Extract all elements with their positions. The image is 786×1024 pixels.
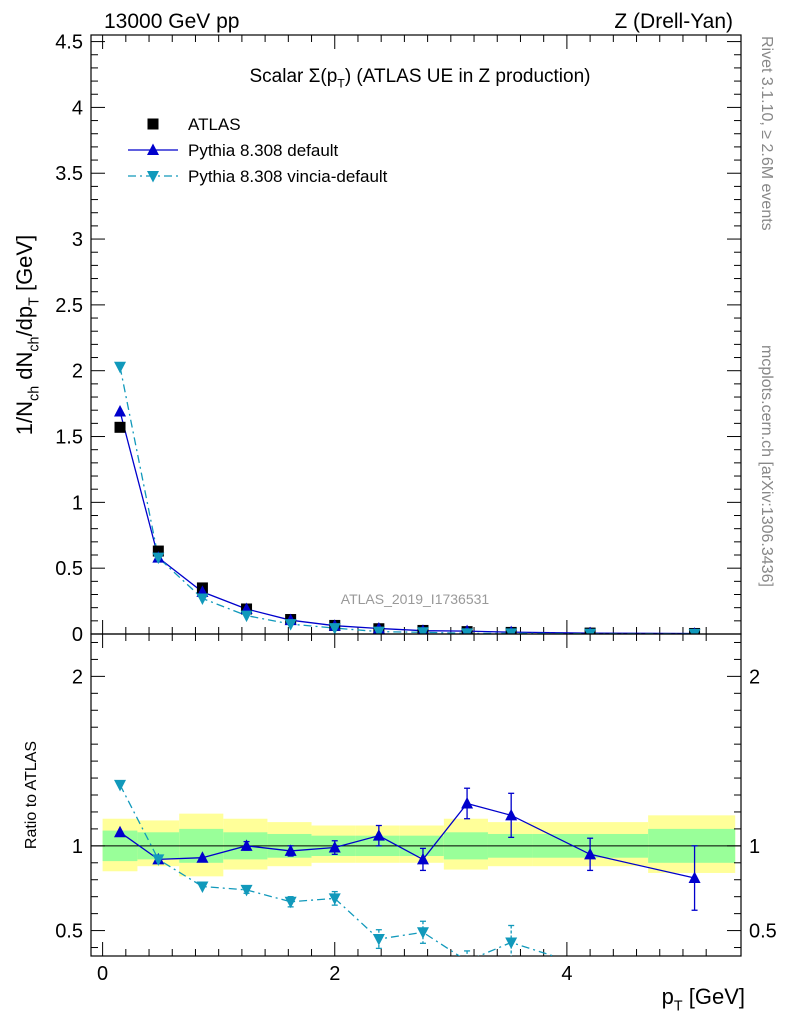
main-series-point	[152, 552, 165, 565]
ratio-ytick-label-right: 1	[749, 836, 760, 858]
legend-label: Pythia 8.308 default	[188, 141, 339, 160]
ratio-ytick-label: 2	[72, 666, 83, 688]
main-series-point	[416, 627, 429, 634]
x-tick-label: 4	[561, 963, 572, 985]
legend: ATLAS Pythia 8.308 default Pythia 8.308 vi…	[128, 115, 388, 186]
ratio-series-point	[505, 808, 518, 821]
ratio-series-point	[372, 934, 385, 946]
ratio-ytick-label: 0.5	[55, 921, 83, 943]
mcplots-label: mcplots.cern.ch [arXiv:1306.3436]	[758, 345, 775, 587]
ratio-series-point	[240, 884, 253, 897]
ratio-series-point	[416, 852, 429, 865]
main-series-point	[114, 405, 127, 417]
main-series-point	[584, 628, 597, 634]
ratio-ytick-label-right: 0.5	[749, 921, 777, 943]
main-ytick-label: 2	[72, 361, 83, 383]
main-series-point	[114, 421, 126, 433]
ratio-series-point	[416, 927, 429, 939]
main-series-point	[688, 628, 701, 634]
main-series-point	[328, 623, 341, 634]
ratio-series-point	[584, 847, 597, 860]
main-ytick-label: 4	[72, 97, 83, 119]
ratio-series-line	[119, 802, 695, 879]
ratio-series-point	[196, 851, 209, 863]
main-ylabel: 1/Nch​ dNch​/dpT​ [GeV]	[12, 235, 43, 435]
rivet-label: Rivet 3.1.10, ≥ 2.6M events	[758, 36, 775, 231]
ratio-ytick-label-right: 2	[749, 666, 760, 688]
ratio-series-point	[240, 839, 253, 851]
ratio-series-point	[689, 968, 701, 980]
main-series-point	[505, 628, 518, 634]
ratio-series-point	[461, 956, 473, 968]
ratio-series-point	[372, 829, 385, 841]
main-series-point	[284, 619, 297, 631]
main-series-point	[240, 610, 253, 623]
header-right-label: Z (Drell-Yan)	[614, 10, 733, 33]
main-series-point	[196, 593, 209, 605]
ratio-series-point	[461, 796, 474, 809]
main-series-point	[461, 628, 474, 634]
ratio-series-point	[505, 937, 518, 949]
main-series-point	[152, 545, 164, 557]
main-ytick-label: 3.5	[55, 163, 83, 185]
analysis-watermark: ATLAS_2019_I1736531	[341, 591, 490, 607]
ratio-series-point	[196, 881, 209, 894]
main-ytick-label: 3	[72, 229, 83, 251]
ratio-series-point	[284, 844, 297, 856]
main-ytick-label: 1.5	[55, 427, 83, 449]
x-tick-label: 2	[329, 963, 340, 985]
ratio-series-point	[114, 779, 127, 792]
chart-title: Scalar Σ(pT​) (ATLAS UE in Z production)	[249, 66, 590, 91]
ratio-series-point	[114, 825, 127, 838]
ratio-ytick-label: 1	[72, 836, 83, 858]
ratio-series-point	[688, 871, 701, 884]
ratio-series-point	[284, 896, 297, 909]
ratio-series-line	[119, 784, 556, 956]
main-ytick-label: 4.5	[55, 32, 83, 54]
legend-marker	[147, 118, 159, 130]
ratio-frame	[90, 633, 742, 957]
main-ytick-label: 2.5	[55, 295, 83, 317]
legend-label: Pythia 8.308 vincia-default	[188, 167, 388, 186]
ratio-series-point	[328, 893, 341, 905]
main-ytick-label: 1	[72, 492, 83, 514]
legend-label: ATLAS	[188, 115, 241, 134]
ratio-panel: 0 2 4 0.5 0.5 1 1 2 2	[55, 633, 777, 985]
ratio-series-point	[328, 841, 341, 853]
x-axis-label: pT​ [GeV]	[662, 984, 745, 1015]
ratio-series-point	[584, 963, 596, 975]
legend-marker	[147, 143, 159, 155]
main-series-line	[119, 411, 695, 634]
legend-marker	[147, 171, 159, 183]
x-tick-label: 0	[97, 963, 108, 985]
main-series-point	[372, 626, 385, 634]
header-left-label: 13000 GeV pp	[104, 10, 239, 33]
ratio-ylabel: Ratio to ATLAS	[23, 741, 40, 849]
main-ytick-label: 0	[72, 624, 83, 646]
ratio-series-point	[152, 854, 165, 866]
main-ytick-label: 0.5	[55, 558, 83, 580]
main-series-point	[114, 361, 127, 374]
